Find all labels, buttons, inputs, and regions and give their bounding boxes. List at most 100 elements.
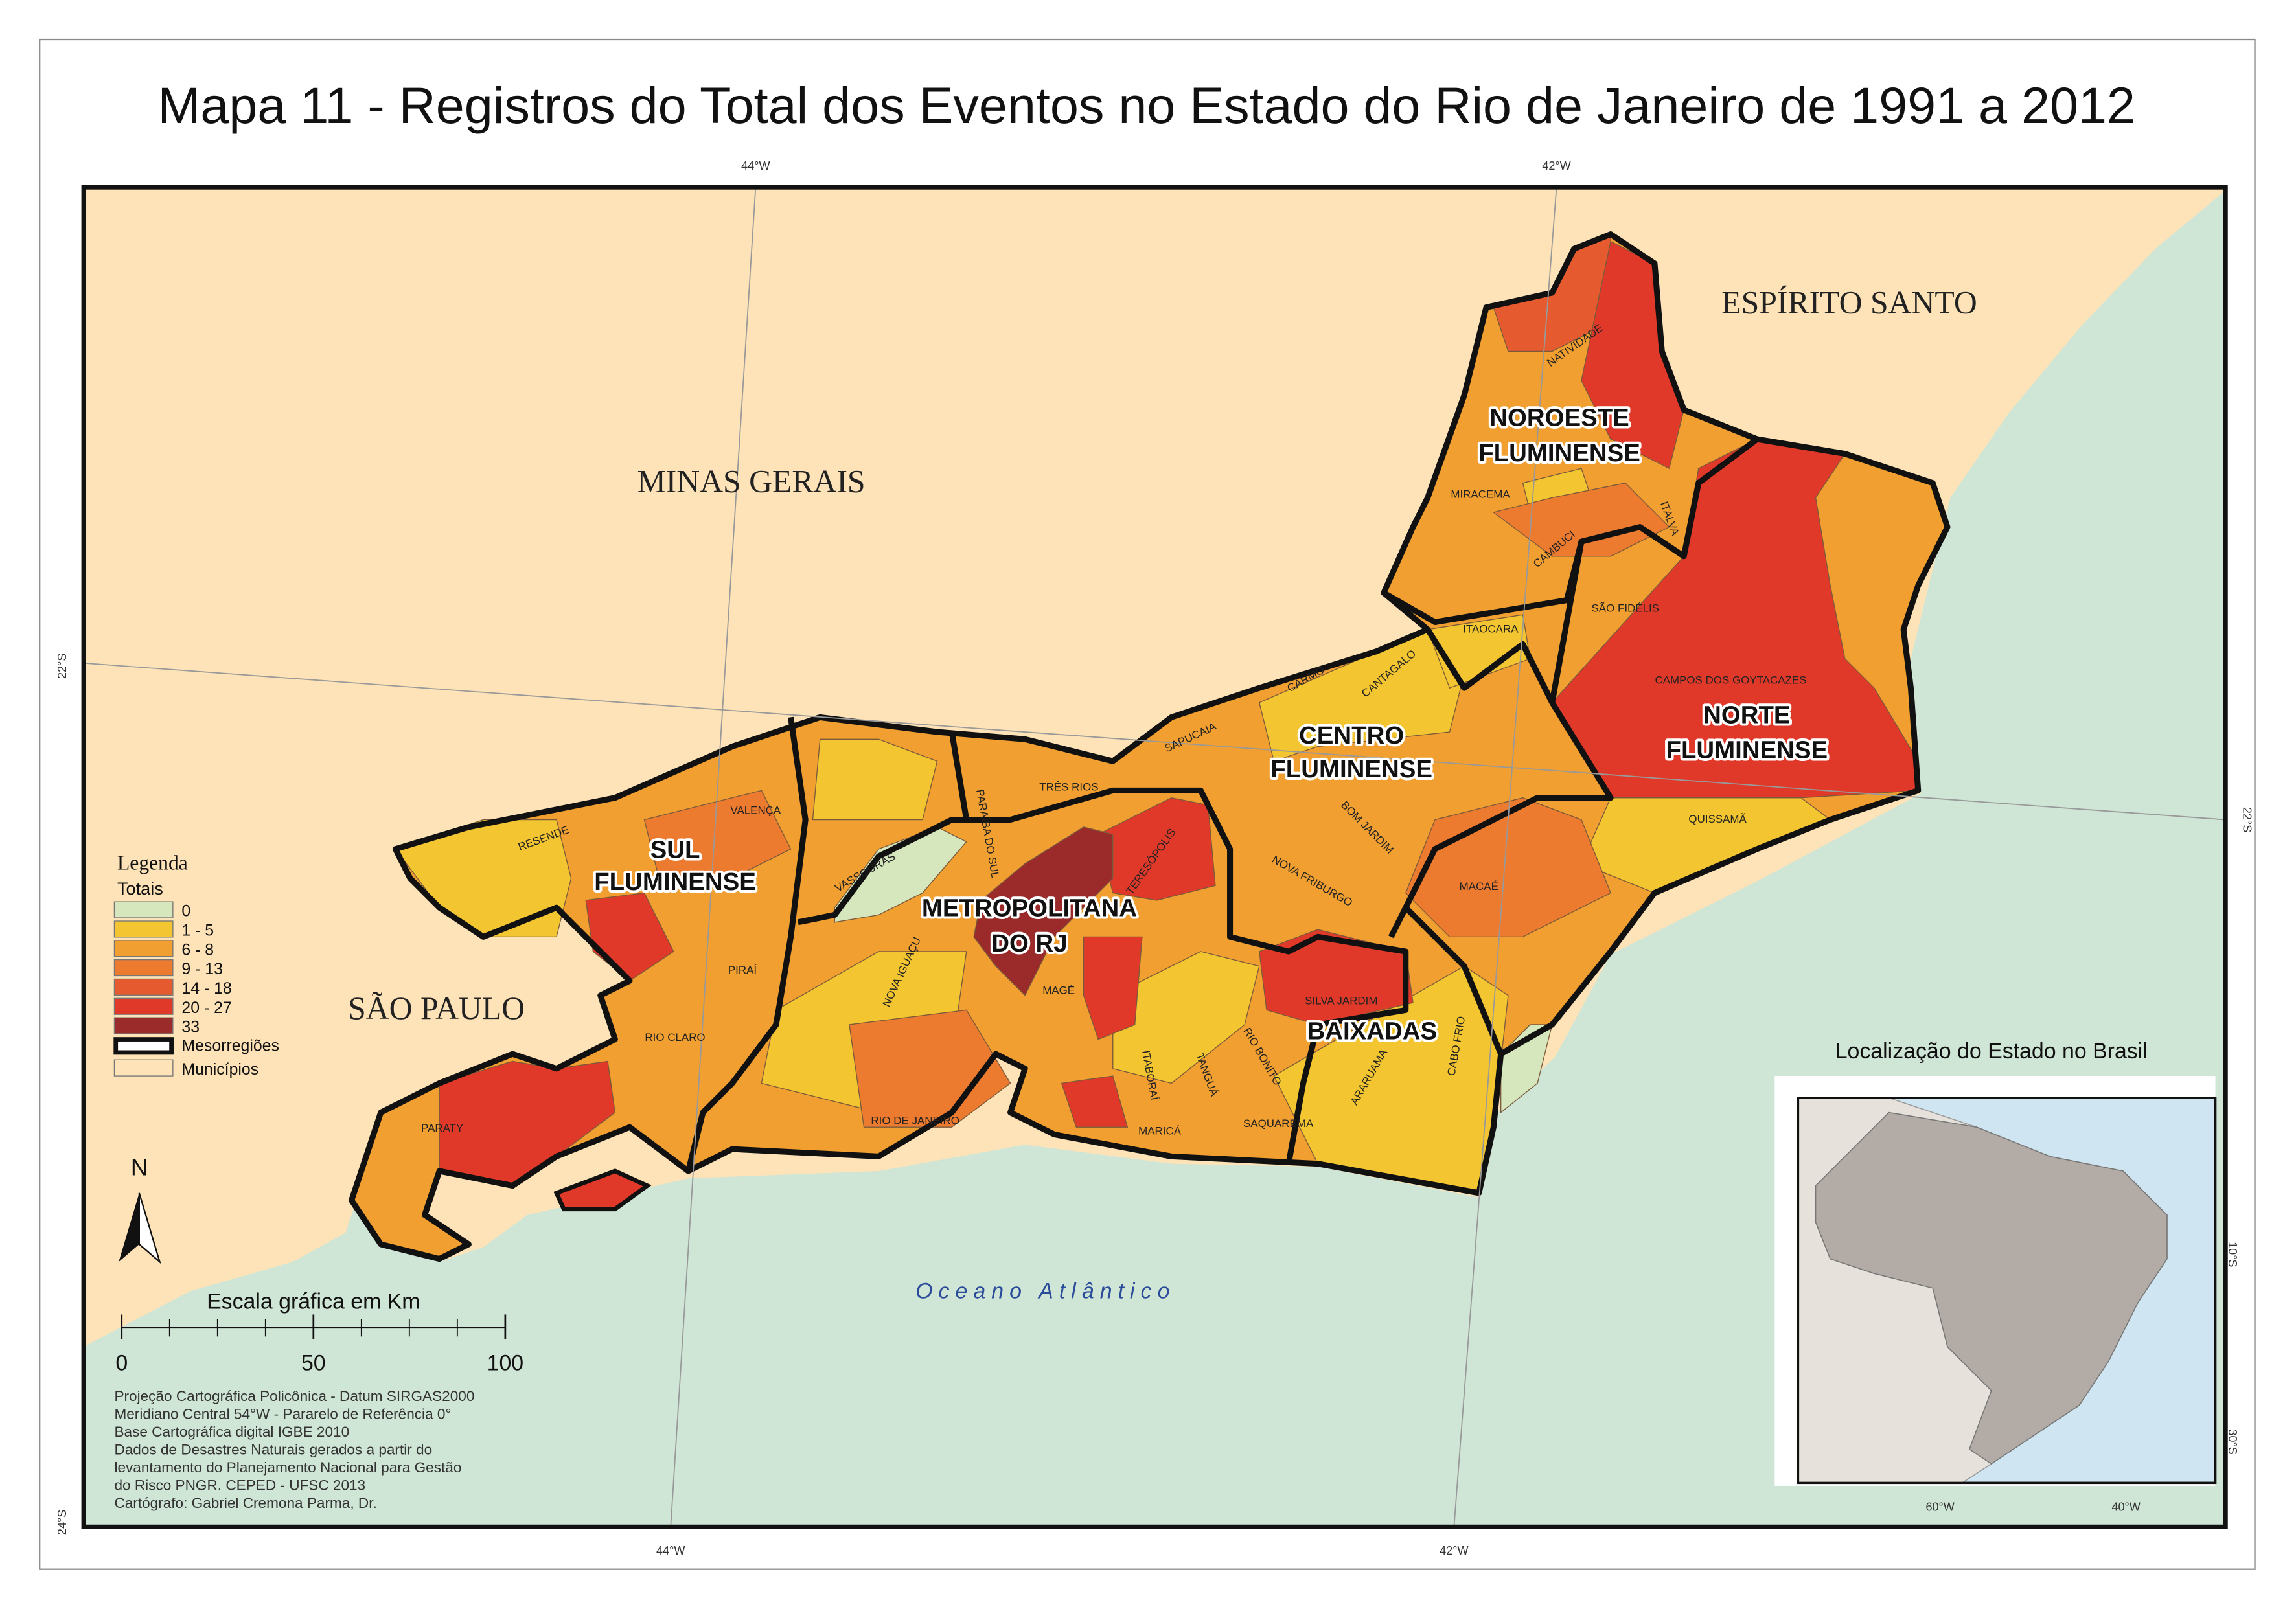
municipality-label: PIRAÍ <box>728 964 757 976</box>
mesoregion-label: FLUMINENSE <box>1666 736 1828 764</box>
municipality-label: VALENÇA <box>730 804 781 817</box>
mesoregion-label: CENTRO <box>1299 722 1404 749</box>
inset-graticule-label: 30°S <box>2226 1429 2239 1454</box>
credit-line: do Risco PNGR. CEPED - UFSC 2013 <box>114 1477 365 1494</box>
mesoregion-boundary <box>948 731 970 821</box>
mesoregion-label: SUL <box>650 836 700 863</box>
legend-label: 9 - 13 <box>181 961 223 978</box>
graticule-label: 44°W <box>741 159 770 172</box>
graticule-label: 42°W <box>1542 159 1570 172</box>
mesoregion-boundaries <box>685 437 1759 1172</box>
inset-map <box>1774 1076 2217 1486</box>
ilha-grande <box>553 1168 652 1212</box>
credit-line: Dados de Desastres Naturais gerados a pa… <box>114 1442 432 1458</box>
legend-swatch <box>113 1037 174 1055</box>
graticule-line <box>670 187 757 1527</box>
municipality-area <box>834 826 967 923</box>
municipality-area <box>849 1009 1011 1128</box>
mesoregion-label: BAIXADAS <box>1307 1018 1437 1045</box>
state-outline <box>349 231 1951 1262</box>
scale-tick-label: 50 <box>301 1351 326 1375</box>
legend-label: 14 - 18 <box>181 980 231 997</box>
inset-graticule-label: 10°S <box>2226 1242 2239 1267</box>
municipality-area <box>1112 951 1260 1084</box>
legend-subtitle: Totais <box>117 878 163 898</box>
mesoregion-boundary <box>685 716 809 1172</box>
legend-swatch <box>113 1059 174 1077</box>
credit-line: levantamento do Planejamento Nacional pa… <box>114 1459 461 1476</box>
municipality-area <box>812 738 938 821</box>
mesoregion-label: METROPOLITANA <box>922 895 1137 922</box>
map-frame <box>81 185 2228 1529</box>
municipality-label: SILVA JARDIM <box>1305 994 1377 1007</box>
state-label: MINAS GERAIS <box>637 463 865 499</box>
legend-label: 0 <box>181 903 190 920</box>
legend-label: 1 - 5 <box>181 922 214 940</box>
municipality-label: RIO DE JANEIRO <box>871 1115 959 1127</box>
scale-tick-label: 100 <box>487 1351 524 1375</box>
mesoregion-label: FLUMINENSE <box>594 868 756 896</box>
municipality-area <box>643 790 792 879</box>
graticule-line <box>83 662 2226 821</box>
mesoregion-label: NORTE <box>1703 701 1790 729</box>
graticule-label: 22°S <box>56 654 69 679</box>
state-label: ESPÍRITO SANTO <box>1721 285 1977 321</box>
credit-line: Projeção Cartográfica Policônica - Datum… <box>114 1388 474 1404</box>
ocean-label: Oceano Atlântico <box>915 1279 1175 1304</box>
legend-swatch <box>113 1017 174 1034</box>
scale-tick-label: 0 <box>115 1351 128 1375</box>
municipality-area <box>973 826 1114 996</box>
map-body <box>81 185 2228 1529</box>
municipality-label: RIO CLARO <box>645 1031 705 1043</box>
outer-frame <box>39 38 2256 1570</box>
municipality-label: CAMPOS DOS GOYTACAZES <box>1655 674 1806 686</box>
legend-swatch <box>113 940 174 957</box>
legend-label: Municípios <box>181 1061 258 1078</box>
map-title: Mapa 11 - Registros do Total dos Eventos… <box>158 76 2135 134</box>
graticule-label: 44°W <box>656 1544 685 1557</box>
legend-label: Mesorregiões <box>181 1038 279 1055</box>
municipality-label: MIRACEMA <box>1451 488 1510 500</box>
mesoregion-label: FLUMINENSE <box>1478 439 1640 467</box>
municipality-label: SAQUAREMA <box>1243 1117 1314 1130</box>
municipality-area <box>1259 929 1414 1025</box>
mesoregion-label: NOROESTE <box>1489 404 1629 432</box>
municipality-area <box>1551 439 1919 799</box>
graticule-label: 24°S <box>56 1510 69 1535</box>
legend-swatch <box>113 959 174 977</box>
north-arrow <box>119 1192 161 1264</box>
credit-line: Cartógrafo: Gabriel Cremona Parma, Dr. <box>114 1495 376 1511</box>
legend-title: Legenda <box>117 851 188 874</box>
inset-brazil <box>1815 1111 2168 1465</box>
municipality-label: MACAÉ <box>1460 880 1498 893</box>
mesoregion-label: FLUMINENSE <box>1270 755 1432 783</box>
municipality-label: ITAOCARA <box>1463 622 1519 635</box>
inset-title: Localização do Estado no Brasil <box>1835 1039 2148 1064</box>
inset-graticule-label: 60°W <box>1925 1500 1954 1513</box>
north-arrow-right <box>138 1192 161 1264</box>
municipality-label: SÃO FIDÉLIS <box>1592 602 1659 615</box>
legend-label: 6 - 8 <box>181 941 214 959</box>
legend-swatch <box>113 978 174 996</box>
inset-graticule-label: 40°W <box>2111 1500 2140 1513</box>
municipality-label: TRÊS RIOS <box>1039 781 1098 793</box>
municipality-label: QUISSAMÃ <box>1688 812 1747 825</box>
state-label: SÃO PAULO <box>348 990 525 1026</box>
municipality-label: PARATY <box>421 1122 463 1134</box>
north-arrow-left <box>119 1192 139 1262</box>
ocean <box>83 190 2226 1527</box>
municipality-area <box>1061 1075 1129 1128</box>
inset-frame <box>1797 1097 2217 1485</box>
municipality-area <box>1492 483 1670 557</box>
legend-label: 20 - 27 <box>181 999 231 1017</box>
graticule-label: 42°W <box>1440 1544 1468 1557</box>
north-label: N <box>131 1154 148 1181</box>
graticule-line <box>1453 187 1557 1527</box>
legend-label: 33 <box>181 1019 200 1036</box>
legend-swatch <box>113 997 174 1015</box>
municipality-area <box>1083 936 1143 1040</box>
municipality-area <box>1097 797 1216 901</box>
mesoregion-boundary <box>1403 905 1504 1055</box>
mesoregion-boundary <box>1388 628 1614 939</box>
